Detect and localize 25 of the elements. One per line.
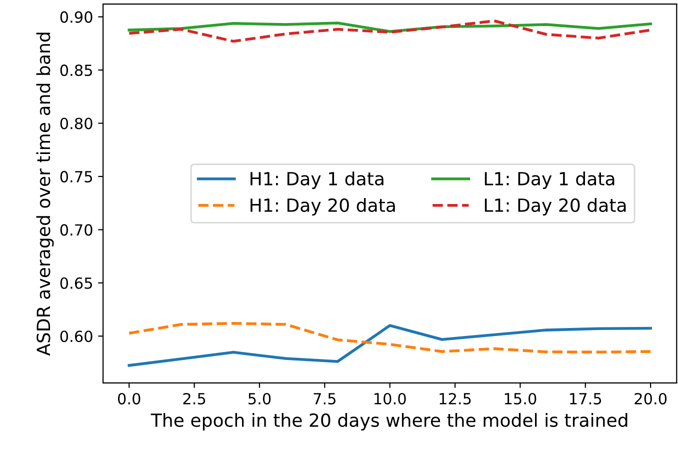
legend-label: L1: Day 20 data [484, 198, 626, 216]
y-tick-label: 0.75 [60, 170, 92, 182]
x-tick-label: 12.5 [440, 392, 471, 404]
x-tick-label: 7.5 [314, 393, 336, 404]
x-tick-label: 15.0 [504, 392, 536, 404]
x-tick-label: 17.5 [570, 393, 602, 404]
y-tick-label: 0.65 [60, 277, 92, 289]
line-series [128, 19, 652, 43]
legend-label: L1: Day 1 data [484, 172, 614, 189]
line-series [128, 322, 652, 354]
legend-label: H1: Day 20 data [250, 198, 395, 216]
y-tick-label: 0.85 [60, 64, 92, 76]
y-tick-label: 0.90 [60, 11, 92, 23]
x-tick-label: 2.5 [183, 392, 206, 404]
x-tick-label: 5.0 [248, 392, 271, 404]
x-axis-title: The epoch in the 20 days where the model is trained [150, 413, 628, 430]
line-series [128, 324, 652, 367]
x-tick-label: 20.0 [634, 392, 667, 404]
y-tick-label: 0.60 [60, 330, 92, 342]
legend-label: H1: Day 1 data [250, 172, 384, 189]
x-tick-label: 10.0 [374, 392, 406, 404]
y-tick-label: 0.70 [60, 224, 92, 236]
y-tick-label: 0.80 [60, 118, 92, 130]
x-tick-label: 0.0 [118, 392, 140, 404]
y-axis-title: ASDR averaged over time and band [36, 32, 54, 356]
